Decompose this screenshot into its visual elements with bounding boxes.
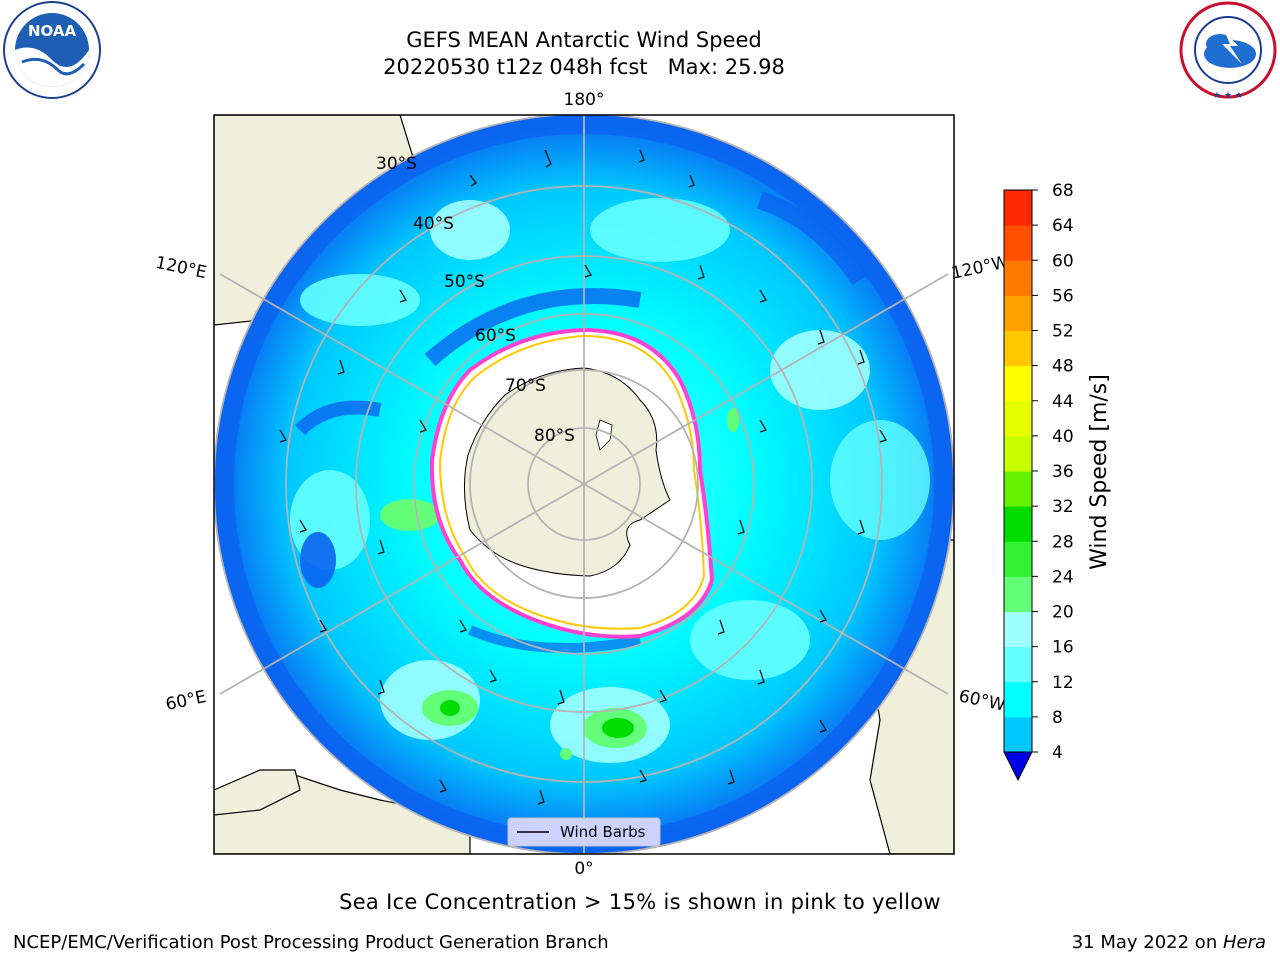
colorbar-segment — [1004, 646, 1032, 683]
colorbar-tick-label: 12 — [1052, 673, 1074, 693]
colorbar-tick-label: 64 — [1052, 216, 1074, 236]
map-frame — [213, 114, 955, 855]
colorbar-segment — [1004, 330, 1032, 367]
footer-date: 31 May 2022 on Hera — [1072, 932, 1266, 953]
colorbar-segment — [1004, 400, 1032, 437]
lon-label-60e: 60°E — [164, 687, 208, 715]
colorbar-tick-label: 16 — [1052, 638, 1074, 658]
land-north-america-tip — [840, 115, 954, 200]
lat-label-80s: 80°S — [534, 426, 575, 446]
wind-barbs — [279, 149, 887, 805]
lon-label-180: 180° — [564, 90, 605, 110]
colorbar-tick-label: 32 — [1052, 497, 1074, 517]
colorbar-tick-label: 48 — [1052, 357, 1074, 377]
colorbar-title: Wind Speed [m/s] — [1087, 374, 1112, 570]
lon-label-120e: 120°E — [154, 253, 209, 283]
noaa-logo: NOAA — [3, 1, 101, 99]
colorbar-tick-label: 40 — [1052, 427, 1074, 447]
colorbar-segment — [1004, 435, 1032, 472]
colorbar-segment — [1004, 611, 1032, 648]
lat-label-30s: 30°S — [376, 154, 417, 174]
colorbar-extend-triangle — [1003, 751, 1033, 782]
colorbar-segment — [1004, 541, 1032, 577]
colorbar-tick-label: 68 — [1052, 181, 1074, 201]
colorbar-tick-label: 56 — [1052, 286, 1074, 306]
land-madagascar — [214, 769, 301, 816]
nws-logo: ★ ★ ★ — [1179, 1, 1277, 101]
colorbar-segment — [1004, 365, 1032, 402]
colorbar-segment — [1004, 295, 1032, 331]
footer-host: Hera — [1222, 932, 1266, 953]
colorbar-tick-label: 44 — [1052, 392, 1074, 412]
colorbar-segment — [1004, 260, 1032, 296]
lat-label-70s: 70°S — [505, 376, 546, 396]
chart-subtitle: 20220530 t12z 048h fcst Max: 25.98 — [383, 55, 785, 79]
colorbar-segment — [1004, 225, 1032, 261]
colorbar-tick-label: 20 — [1052, 603, 1074, 623]
colorbar-tick-label: 24 — [1052, 567, 1074, 587]
colorbar-segment — [1004, 471, 1032, 507]
lon-label-60w: 60°W — [957, 686, 1007, 715]
noaa-logo-text: NOAA — [28, 22, 77, 40]
colorbar-tick-label: 52 — [1052, 322, 1074, 342]
lat-label-40s: 40°S — [413, 214, 454, 234]
colorbar-segment — [1004, 681, 1032, 718]
lon-label-0: 0° — [574, 859, 593, 879]
colorbar-segment — [1004, 576, 1032, 612]
sea-ice-caption: Sea Ice Concentration > 15% is shown in … — [339, 890, 941, 914]
colorbar-segment — [1004, 506, 1032, 542]
colorbar-tick-label: 36 — [1052, 462, 1074, 482]
colorbar-tick-label: 60 — [1052, 251, 1074, 271]
map-legend: Wind Barbs — [507, 817, 661, 847]
legend-label: Wind Barbs — [560, 823, 646, 841]
footer-date-text: 31 May 2022 on — [1071, 932, 1223, 953]
svg-text:★ ★ ★: ★ ★ ★ — [1213, 91, 1243, 101]
footer-producer: NCEP/EMC/Verification Post Processing Pr… — [13, 932, 609, 953]
colorbar-segment — [1004, 716, 1032, 753]
lon-label-120w: 120°W — [950, 252, 1011, 284]
colorbar-tick-label: 8 — [1052, 708, 1063, 728]
chart-title: GEFS MEAN Antarctic Wind Speed — [406, 28, 762, 52]
colorbar-tick-label: 28 — [1052, 532, 1074, 552]
colorbar-tick-label: 4 — [1052, 743, 1063, 763]
colorbar-segment — [1004, 190, 1032, 226]
lat-label-60s: 60°S — [475, 326, 516, 346]
map-panel: 30°S 40°S 50°S 60°S 70°S 80°S Wind Barbs — [214, 115, 954, 854]
lat-label-50s: 50°S — [444, 272, 485, 292]
